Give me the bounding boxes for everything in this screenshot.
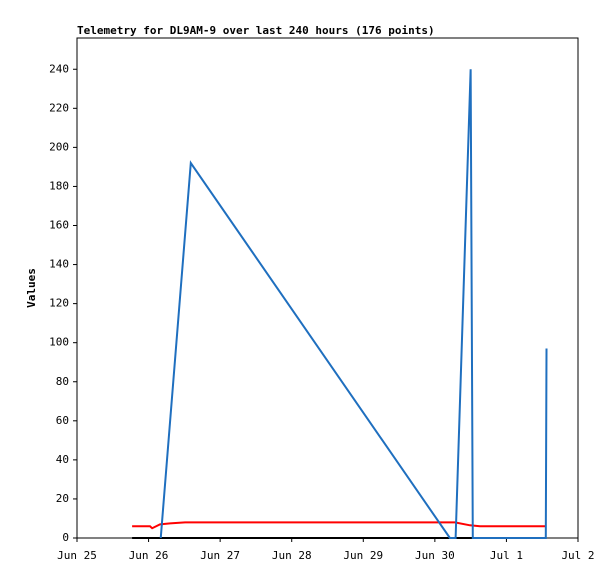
y-tick-label: 40 (56, 453, 69, 466)
y-tick-label: 20 (56, 492, 69, 505)
series-line (132, 521, 546, 530)
y-tick-label: 80 (56, 375, 69, 388)
series-line (159, 69, 548, 539)
y-tick-label: 0 (62, 531, 69, 544)
x-tick-label: Jul 2 (561, 549, 594, 562)
y-tick-label: 220 (49, 101, 69, 114)
x-tick-label: Jun 30 (415, 549, 455, 562)
x-tick-label: Jun 29 (343, 549, 383, 562)
y-tick-label: 100 (49, 336, 69, 349)
x-tick-label: Jul 1 (490, 549, 523, 562)
y-tick-label: 160 (49, 219, 69, 232)
chart-title: Telemetry for DL9AM-9 over last 240 hour… (77, 24, 435, 37)
plot-frame (76, 37, 579, 539)
y-tick-label: 180 (49, 179, 69, 192)
y-tick-label: 120 (49, 297, 69, 310)
x-tick-label: Jun 25 (57, 549, 97, 562)
y-tick-label: 60 (56, 414, 69, 427)
y-tick-label: 200 (49, 140, 69, 153)
x-tick-label: Jun 27 (200, 549, 240, 562)
y-axis-label: Values (25, 268, 38, 308)
x-tick-label: Jun 26 (129, 549, 169, 562)
x-tick-label: Jun 28 (272, 549, 312, 562)
y-tick-label: 240 (49, 62, 69, 75)
y-tick-label: 140 (49, 258, 69, 271)
